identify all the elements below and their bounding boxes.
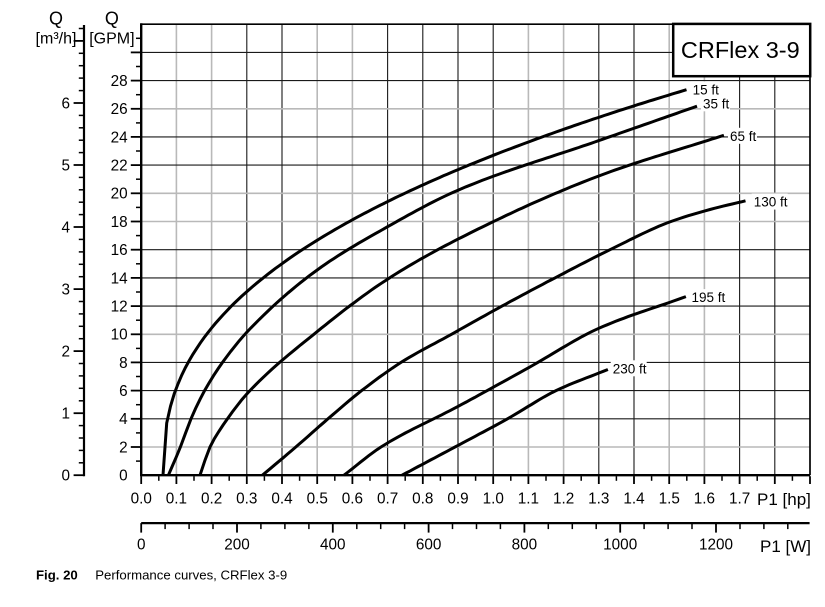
svg-text:200: 200: [224, 536, 250, 553]
svg-text:6: 6: [119, 383, 128, 400]
svg-text:0.7: 0.7: [377, 490, 398, 507]
svg-text:Q: Q: [49, 9, 63, 29]
svg-text:0.6: 0.6: [342, 490, 363, 507]
svg-text:1.1: 1.1: [518, 490, 539, 507]
svg-text:8: 8: [119, 355, 128, 372]
svg-text:5: 5: [61, 157, 70, 174]
svg-text:1.7: 1.7: [729, 490, 750, 507]
svg-text:22: 22: [111, 158, 128, 175]
svg-text:0: 0: [119, 468, 128, 485]
svg-text:1.0: 1.0: [483, 490, 504, 507]
svg-text:6: 6: [61, 95, 70, 112]
svg-text:10: 10: [111, 327, 128, 344]
svg-text:0.3: 0.3: [236, 490, 257, 507]
svg-text:35 ft: 35 ft: [703, 96, 730, 111]
svg-text:28: 28: [111, 73, 128, 90]
svg-text:1.5: 1.5: [659, 490, 680, 507]
svg-text:1.6: 1.6: [694, 490, 715, 507]
svg-text:P1 [W]: P1 [W]: [760, 537, 811, 556]
svg-text:2: 2: [119, 439, 128, 456]
svg-text:0: 0: [61, 468, 70, 485]
svg-text:Fig. 20: Fig. 20: [36, 568, 78, 583]
svg-text:1.2: 1.2: [553, 490, 574, 507]
svg-text:65 ft: 65 ft: [730, 129, 757, 144]
svg-text:230 ft: 230 ft: [613, 361, 647, 376]
svg-text:0: 0: [137, 536, 146, 553]
svg-text:24: 24: [111, 129, 129, 146]
svg-text:600: 600: [416, 536, 442, 553]
svg-text:CRFlex 3-9: CRFlex 3-9: [681, 37, 800, 63]
svg-text:0.5: 0.5: [307, 490, 328, 507]
svg-text:800: 800: [512, 536, 538, 553]
svg-text:0.8: 0.8: [412, 490, 433, 507]
svg-text:4: 4: [61, 219, 70, 236]
svg-text:0.0: 0.0: [131, 490, 152, 507]
svg-text:[GPM]: [GPM]: [89, 31, 134, 48]
svg-text:1: 1: [61, 406, 70, 423]
svg-text:130 ft: 130 ft: [754, 195, 788, 210]
svg-text:P1 [hp]: P1 [hp]: [757, 490, 811, 509]
svg-text:12: 12: [111, 299, 128, 316]
svg-text:Performance curves, CRFlex 3-9: Performance curves, CRFlex 3-9: [95, 568, 287, 583]
svg-text:Q: Q: [105, 9, 119, 29]
svg-text:26: 26: [111, 101, 128, 118]
svg-text:[m³/h]: [m³/h]: [36, 31, 77, 48]
svg-text:20: 20: [111, 186, 128, 203]
svg-text:18: 18: [111, 214, 128, 231]
svg-text:0.4: 0.4: [271, 490, 293, 507]
svg-text:14: 14: [111, 270, 129, 287]
svg-text:1000: 1000: [603, 536, 637, 553]
svg-text:0.1: 0.1: [166, 490, 187, 507]
svg-text:1.4: 1.4: [623, 490, 645, 507]
svg-text:1.3: 1.3: [588, 490, 609, 507]
svg-text:16: 16: [111, 242, 128, 259]
svg-text:2: 2: [61, 344, 70, 361]
svg-text:0.9: 0.9: [447, 490, 468, 507]
svg-text:15 ft: 15 ft: [693, 82, 720, 97]
svg-text:1200: 1200: [699, 536, 733, 553]
svg-text:195 ft: 195 ft: [692, 290, 726, 305]
svg-text:4: 4: [119, 411, 128, 428]
svg-text:400: 400: [320, 536, 346, 553]
svg-text:0.2: 0.2: [201, 490, 222, 507]
svg-text:3: 3: [61, 282, 70, 299]
